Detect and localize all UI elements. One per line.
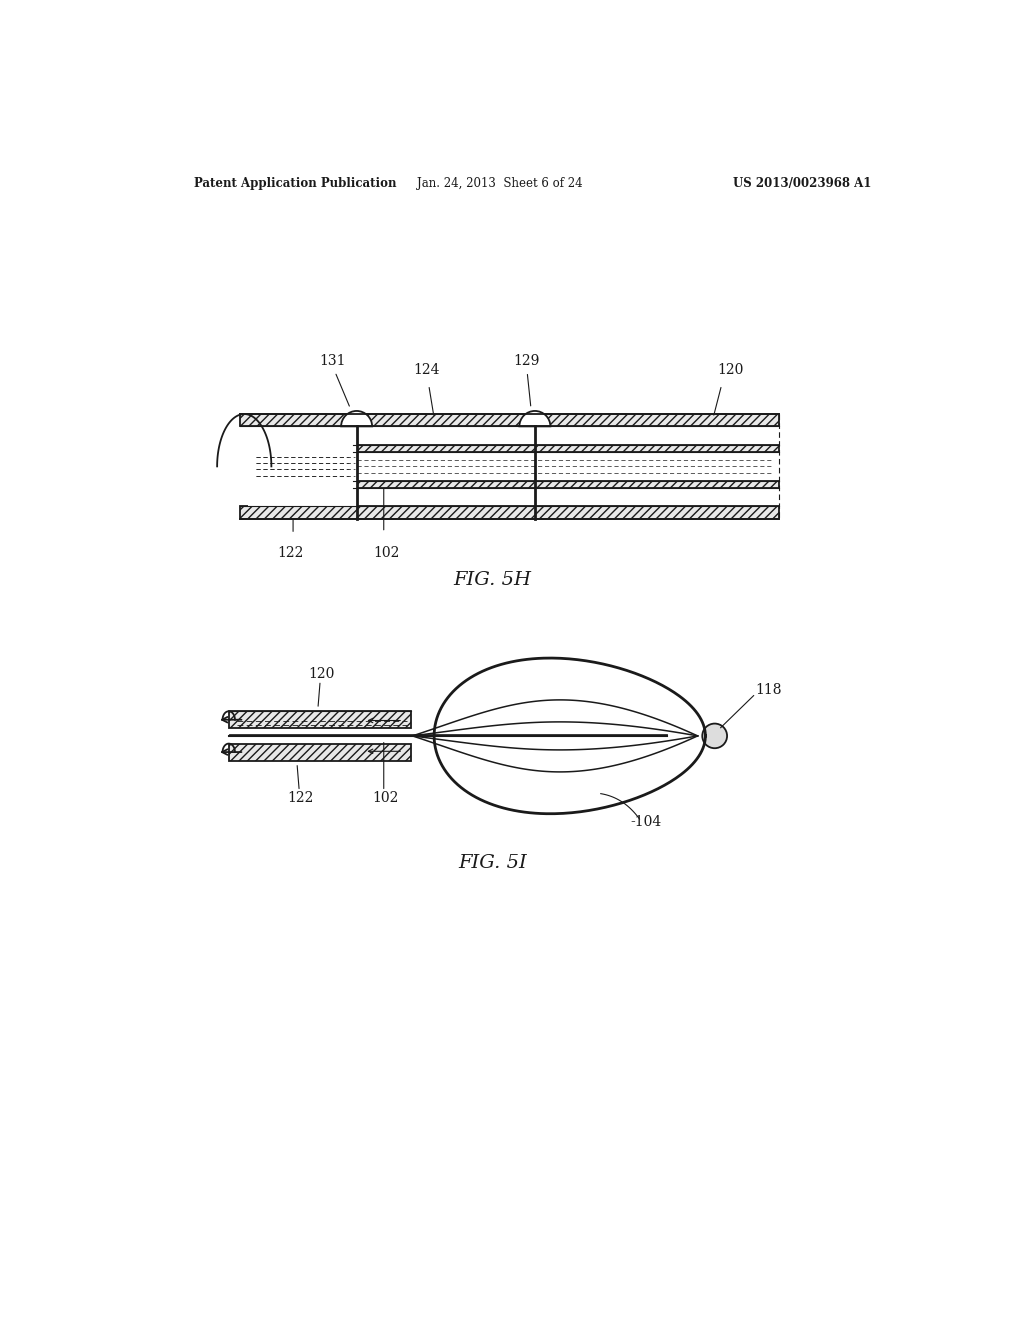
Bar (241, 507, 779, 519)
Bar (352, 445, 779, 451)
Text: 129: 129 (513, 354, 540, 368)
Text: 102: 102 (373, 545, 399, 560)
Bar (352, 480, 779, 488)
Bar (228, 711, 411, 729)
Circle shape (702, 723, 727, 748)
Text: -104: -104 (630, 816, 662, 829)
Text: 131: 131 (319, 354, 346, 368)
Text: FIG. 5I: FIG. 5I (458, 854, 526, 873)
Bar (248, 426, 356, 507)
Text: 122: 122 (278, 545, 304, 560)
Text: FIG. 5H: FIG. 5H (454, 572, 531, 589)
Text: 102: 102 (372, 791, 398, 804)
Text: Patent Application Publication: Patent Application Publication (194, 177, 396, 190)
Bar (228, 743, 411, 760)
Text: Jan. 24, 2013  Sheet 6 of 24: Jan. 24, 2013 Sheet 6 of 24 (417, 177, 583, 190)
Text: 122: 122 (287, 791, 313, 804)
Text: 120: 120 (717, 363, 743, 378)
Text: 118: 118 (756, 682, 782, 697)
Text: 120: 120 (308, 668, 335, 681)
Text: US 2013/0023968 A1: US 2013/0023968 A1 (733, 177, 871, 190)
Wedge shape (519, 411, 550, 426)
Bar (241, 414, 779, 426)
Wedge shape (341, 411, 372, 426)
Text: 124: 124 (414, 363, 439, 378)
